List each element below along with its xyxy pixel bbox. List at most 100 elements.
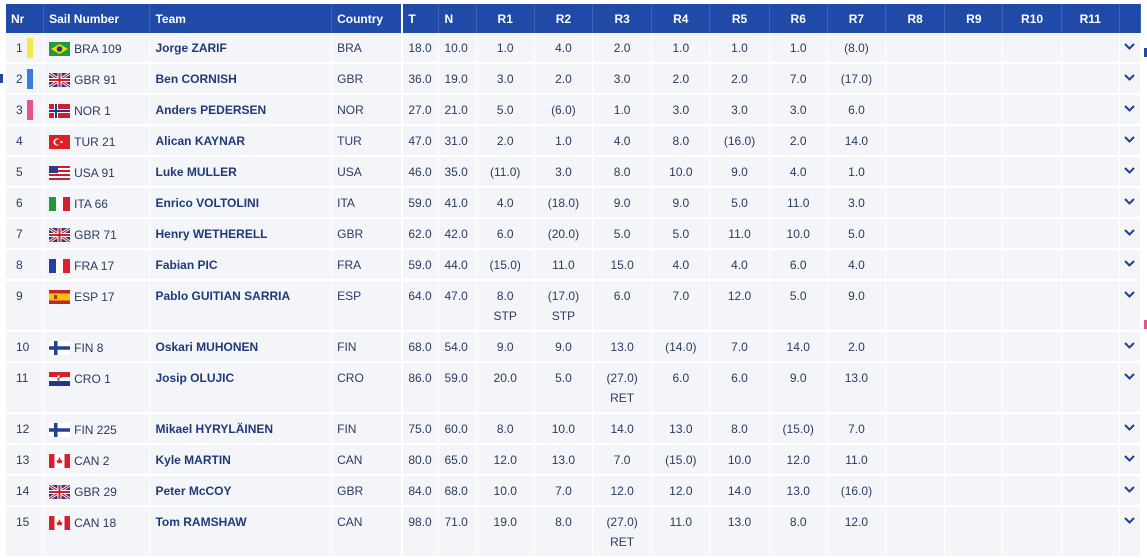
expand-cell[interactable] (1119, 95, 1141, 126)
team-cell[interactable]: Peter McCOY (150, 476, 333, 507)
chevron-down-icon[interactable] (1124, 43, 1136, 50)
chevron-down-icon[interactable] (1124, 229, 1136, 236)
team-name[interactable]: Alican KAYNAR (155, 134, 246, 148)
team-cell[interactable]: Enrico VOLTOLINI (150, 188, 333, 219)
team-name[interactable]: Tom RAMSHAW (155, 515, 247, 529)
chevron-down-icon[interactable] (1124, 291, 1136, 298)
table-row[interactable]: 1 BRA 109 Jorge ZARIF BRA 18.0 10.0 1.0 4.0 2.0 1… (6, 33, 1141, 64)
table-row[interactable]: 11 CRO 1 Josip OLUJIC CRO 86.0 59.0 20.0 5.0 (27… (6, 363, 1141, 414)
col-header-team[interactable]: Team (150, 4, 333, 33)
race-7-cell: 3.0 (827, 188, 887, 219)
table-row[interactable]: 3 NOR 1 Anders PEDERSEN NOR 27.0 21.0 5.0 (6.0)… (6, 95, 1141, 126)
table-row[interactable]: 8 FRA 17 Fabian PIC FRA 59.0 44.0 (15.0) 11.0 15… (6, 250, 1141, 281)
col-header-r3[interactable]: R3 (593, 4, 653, 33)
team-name[interactable]: Mikael HYRYLÄINEN (155, 422, 274, 436)
team-name[interactable]: Luke MULLER (155, 165, 237, 179)
table-row[interactable]: 13 CAN 2 Kyle MARTIN CAN 80.0 65.0 12.0 13.0 7.0… (6, 445, 1141, 476)
chevron-down-icon[interactable] (1124, 517, 1136, 524)
table-row[interactable]: 12 FIN 225 Mikael HYRYLÄINEN FIN 75.0 60.0 8.0… (6, 414, 1141, 445)
race-score: 12.0 (786, 453, 810, 467)
chevron-down-icon[interactable] (1124, 105, 1136, 112)
team-name[interactable]: Ben CORNISH (155, 72, 237, 86)
expand-cell[interactable] (1119, 445, 1141, 476)
team-name[interactable]: Kyle MARTIN (155, 453, 231, 467)
net-cell: 42.0 (439, 219, 477, 250)
expand-cell[interactable] (1119, 126, 1141, 157)
race-8-cell (886, 332, 946, 363)
team-cell[interactable]: Jorge ZARIF (150, 33, 333, 64)
col-header-r4[interactable]: R4 (652, 4, 711, 33)
team-cell[interactable]: Luke MULLER (150, 157, 333, 188)
table-row[interactable]: 6 ITA 66 Enrico VOLTOLINI ITA 59.0 41.0 4.0 (18… (6, 188, 1141, 219)
col-header-net[interactable]: N (439, 4, 477, 33)
chevron-down-icon[interactable] (1124, 342, 1136, 349)
col-header-r6[interactable]: R6 (769, 4, 828, 33)
table-row[interactable]: 15 CAN 18 Tom RAMSHAW CAN 98.0 71.0 19.0 8.0 (27… (6, 507, 1141, 558)
team-cell[interactable]: Henry WETHERELL (150, 219, 333, 250)
table-row[interactable]: 2 GBR 91 Ben CORNISH GBR 36.0 19.0 3.0 2.0 3.0 2.… (6, 64, 1141, 95)
team-cell[interactable]: Tom RAMSHAW (150, 507, 333, 558)
col-header-r11[interactable]: R11 (1061, 4, 1120, 33)
expand-cell[interactable] (1119, 64, 1141, 95)
col-header-r10[interactable]: R10 (1003, 4, 1062, 33)
col-header-country[interactable]: Country (332, 4, 404, 33)
team-cell[interactable]: Pablo GUITIAN SARRIA (150, 281, 333, 332)
team-cell[interactable]: Anders PEDERSEN (150, 95, 333, 126)
team-name[interactable]: Anders PEDERSEN (155, 103, 267, 117)
chevron-down-icon[interactable] (1124, 260, 1136, 267)
team-name[interactable]: Jorge ZARIF (155, 41, 227, 55)
expand-cell[interactable] (1119, 363, 1141, 414)
team-name[interactable]: Oskari MUHONEN (155, 340, 259, 354)
team-cell[interactable]: Kyle MARTIN (150, 445, 333, 476)
chevron-down-icon[interactable] (1124, 167, 1136, 174)
col-header-total[interactable]: T (403, 4, 440, 33)
chevron-down-icon[interactable] (1124, 198, 1136, 205)
expand-cell[interactable] (1119, 332, 1141, 363)
col-header-sail-number[interactable]: Sail Number (44, 4, 151, 33)
team-cell[interactable]: Josip OLUJIC (150, 363, 333, 414)
table-row[interactable]: 10 FIN 8 Oskari MUHONEN FIN 68.0 54.0 9.0 9.0 13… (6, 332, 1141, 363)
team-name[interactable]: Pablo GUITIAN SARRIA (155, 289, 291, 303)
team-cell[interactable]: Oskari MUHONEN (150, 332, 333, 363)
table-row[interactable]: 4 TUR 21 Alican KAYNAR TUR 47.0 31.0 2.0 1.0 4.0… (6, 126, 1141, 157)
expand-cell[interactable] (1119, 250, 1141, 281)
expand-cell[interactable] (1119, 157, 1141, 188)
chevron-down-icon[interactable] (1124, 136, 1136, 143)
col-header-r1[interactable]: R1 (476, 4, 535, 33)
col-header-r8[interactable]: R8 (886, 4, 946, 33)
expand-cell[interactable] (1119, 281, 1141, 332)
race-1-cell: 4.0 (476, 188, 535, 219)
expand-cell[interactable] (1119, 33, 1141, 64)
table-row[interactable]: 14 GBR 29 Peter McCOY GBR 84.0 68.0 10.0 7.0 12.… (6, 476, 1141, 507)
race-6-cell: 3.0 (769, 95, 828, 126)
col-header-r9[interactable]: R9 (945, 4, 1004, 33)
team-name[interactable]: Enrico VOLTOLINI (155, 196, 260, 210)
expand-cell[interactable] (1119, 476, 1141, 507)
team-name[interactable]: Henry WETHERELL (155, 227, 268, 241)
expand-cell[interactable] (1119, 188, 1141, 219)
expand-cell[interactable] (1119, 414, 1141, 445)
chevron-down-icon[interactable] (1124, 455, 1136, 462)
col-header-r2[interactable]: R2 (534, 4, 594, 33)
chevron-down-icon[interactable] (1124, 486, 1136, 493)
chevron-down-icon[interactable] (1124, 74, 1136, 81)
chevron-down-icon[interactable] (1124, 373, 1136, 380)
team-cell[interactable]: Fabian PIC (150, 250, 333, 281)
table-row[interactable]: 7 GBR 71 Henry WETHERELL GBR 62.0 42.0 6.0 (20.… (6, 219, 1141, 250)
table-row[interactable]: 5 USA 91 Luke MULLER USA 46.0 35.0 (11.0) 3.0 8.… (6, 157, 1141, 188)
col-header-r5[interactable]: R5 (710, 4, 770, 33)
team-name[interactable]: Peter McCOY (155, 484, 232, 498)
team-cell[interactable]: Ben CORNISH (150, 64, 333, 95)
team-name[interactable]: Fabian PIC (155, 258, 218, 272)
chevron-down-icon[interactable] (1124, 424, 1136, 431)
expand-cell[interactable] (1119, 507, 1141, 558)
race-8-cell (886, 126, 946, 157)
col-header-nr[interactable]: Nr (6, 4, 45, 33)
col-header-r7[interactable]: R7 (827, 4, 887, 33)
expand-cell[interactable] (1119, 219, 1141, 250)
team-cell[interactable]: Mikael HYRYLÄINEN (150, 414, 333, 445)
team-cell[interactable]: Alican KAYNAR (150, 126, 333, 157)
table-row[interactable]: 9 ESP 17 Pablo GUITIAN SARRIA ESP 64.0 47.0 8.… (6, 281, 1141, 332)
race-9-cell (945, 188, 1004, 219)
team-name[interactable]: Josip OLUJIC (155, 371, 235, 385)
